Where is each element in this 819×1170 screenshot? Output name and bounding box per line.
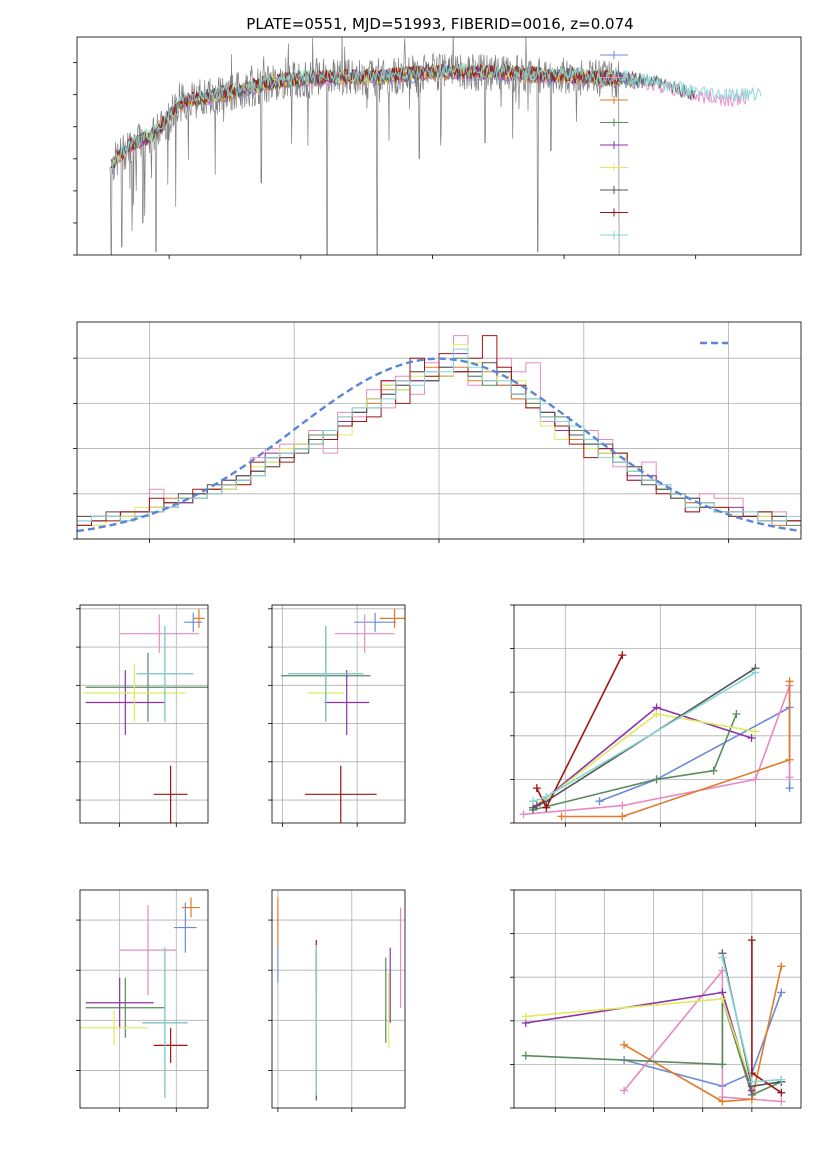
plot-area [83,608,208,823]
weight-marker [620,1040,629,1049]
axes-frame [513,889,802,1109]
grid [272,890,405,1108]
weight-marker [718,1097,727,1106]
mass-vs-ebv-plot [268,889,406,1112]
weight-marker [777,1097,786,1106]
grid [272,605,405,823]
weight-marker [751,668,760,677]
weight-marker [521,1012,530,1021]
weight-marker [521,1051,530,1060]
weight-marker [785,755,794,764]
mass-weight-vs-age-plot [510,604,802,827]
weight-marker [732,710,741,718]
axis-ticks [510,889,753,1112]
axes-frame [271,604,406,824]
weight-marker [785,784,794,793]
weight-marker [557,812,566,821]
grid [80,890,208,1108]
axis-ticks [76,608,177,827]
weight-line [561,681,791,818]
axes-frame [79,604,209,824]
axes-frame [76,321,802,540]
weight-marker [618,651,627,660]
plot-area [277,897,402,1101]
axis-ticks [510,604,756,827]
weight-line [532,713,738,811]
grid [80,605,208,823]
plot-area [521,936,786,1106]
axis-ticks [73,357,729,543]
weight-marker [652,710,661,718]
mass-weight-vs-metallicity-plot [510,889,802,1112]
weight-marker [620,1086,629,1095]
weight-marker [532,784,541,793]
weight-line [525,991,753,1091]
spectrum-plot [73,36,802,259]
weight-marker [529,797,538,806]
weight-marker [751,727,760,736]
axis-ticks [268,608,358,827]
weight-marker [718,953,727,962]
weight-marker [777,988,786,997]
weight-marker [777,962,786,971]
mass-vs-metallicity-plot [76,889,209,1112]
weight-marker [747,733,756,742]
weight-marker [519,810,528,819]
weight-line [623,966,783,1103]
weight-marker [747,1077,756,1086]
weight-marker [718,995,727,1003]
weight-marker [718,1060,727,1069]
weight-marker [652,775,661,784]
axes-frame [271,889,406,1109]
plot-area [80,897,201,1098]
weight-marker [751,775,760,784]
axes-frame [513,604,802,824]
age-vs-metallicity-plot [76,604,209,827]
weight-line [536,654,624,810]
weight-line [542,713,756,802]
figure-title: PLATE=0551, MJD=51993, FIBERID=0016, z=0… [246,15,633,33]
weight-marker [777,1088,786,1097]
spectrum-legend [600,51,628,239]
axis-ticks [268,919,353,1112]
weight-marker [709,766,718,775]
axis-ticks [76,919,177,1112]
model-spectrum-line [110,61,762,167]
weight-marker [618,801,627,810]
normal-curve [77,357,801,533]
weight-line [751,940,782,1094]
weight-marker [785,773,794,782]
histogram-step [77,335,801,526]
plot-area [77,335,801,533]
axes-frame [79,889,209,1109]
weight-marker [785,677,794,686]
axis-ticks [73,62,697,259]
axes-frame [76,36,802,256]
age-vs-mass-plot [268,604,406,827]
weight-marker [618,812,627,821]
histogram-step [77,348,801,522]
weight-marker [595,797,604,806]
weight-marker [542,803,551,812]
observed-spectrum-line [109,37,620,255]
weight-marker [777,1075,786,1084]
plot-area [519,651,794,821]
weight-marker [542,792,551,801]
residual-histogram [73,321,802,543]
plot-area [280,608,405,823]
plot-area [109,37,762,255]
weight-marker [747,936,756,945]
